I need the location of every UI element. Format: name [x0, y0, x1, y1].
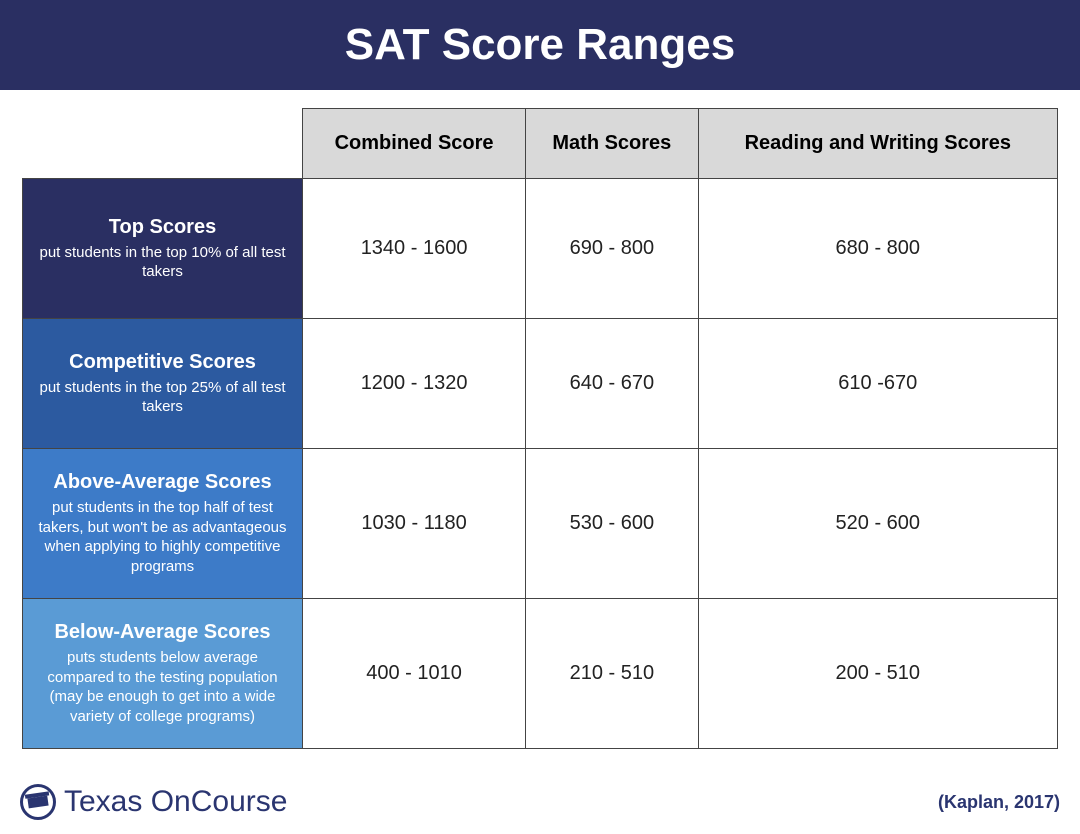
- logo: Texas OnCourse: [20, 784, 287, 820]
- score-cell: 690 - 800: [526, 179, 698, 319]
- table-row: Top Scores put students in the top 10% of…: [23, 179, 1058, 319]
- score-cell: 640 - 670: [526, 319, 698, 449]
- score-cell: 610 -670: [698, 319, 1057, 449]
- graduation-cap-icon: [20, 784, 56, 820]
- col-header-combined: Combined Score: [303, 109, 526, 179]
- row-header: Below-Average Scores puts students below …: [23, 599, 303, 749]
- row-title: Above-Average Scores: [37, 471, 288, 494]
- page-footer: Texas OnCourse (Kaplan, 2017): [20, 784, 1060, 820]
- logo-text-part-1: Texas: [64, 785, 151, 818]
- page-title: SAT Score Ranges: [345, 20, 735, 70]
- score-ranges-table: Combined Score Math Scores Reading and W…: [22, 108, 1058, 749]
- score-cell: 520 - 600: [698, 449, 1057, 599]
- blank-corner: [23, 109, 303, 179]
- row-header: Competitive Scores put students in the to…: [23, 319, 303, 449]
- col-header-math: Math Scores: [526, 109, 698, 179]
- table-row: Above-Average Scores put students in the …: [23, 449, 1058, 599]
- score-cell: 530 - 600: [526, 449, 698, 599]
- col-header-reading-writing: Reading and Writing Scores: [698, 109, 1057, 179]
- score-cell: 1030 - 1180: [303, 449, 526, 599]
- score-cell: 210 - 510: [526, 599, 698, 749]
- row-description: put students in the top half of test tak…: [37, 498, 288, 576]
- table-container: Combined Score Math Scores Reading and W…: [0, 90, 1080, 749]
- score-cell: 1340 - 1600: [303, 179, 526, 319]
- row-header: Above-Average Scores put students in the …: [23, 449, 303, 599]
- score-cell: 680 - 800: [698, 179, 1057, 319]
- score-cell: 200 - 510: [698, 599, 1057, 749]
- row-description: put students in the top 10% of all test …: [37, 243, 288, 282]
- row-title: Competitive Scores: [37, 351, 288, 374]
- table-header-row: Combined Score Math Scores Reading and W…: [23, 109, 1058, 179]
- logo-text-part-2: OnCourse: [151, 785, 288, 818]
- score-cell: 1200 - 1320: [303, 319, 526, 449]
- logo-text: Texas OnCourse: [64, 785, 287, 819]
- row-description: puts students below average compared to …: [37, 648, 288, 726]
- score-cell: 400 - 1010: [303, 599, 526, 749]
- row-title: Top Scores: [37, 216, 288, 239]
- table-row: Below-Average Scores puts students below …: [23, 599, 1058, 749]
- page-header: SAT Score Ranges: [0, 0, 1080, 90]
- source-citation: (Kaplan, 2017): [938, 792, 1060, 813]
- row-title: Below-Average Scores: [37, 621, 288, 644]
- row-header: Top Scores put students in the top 10% of…: [23, 179, 303, 319]
- table-row: Competitive Scores put students in the to…: [23, 319, 1058, 449]
- row-description: put students in the top 25% of all test …: [37, 378, 288, 417]
